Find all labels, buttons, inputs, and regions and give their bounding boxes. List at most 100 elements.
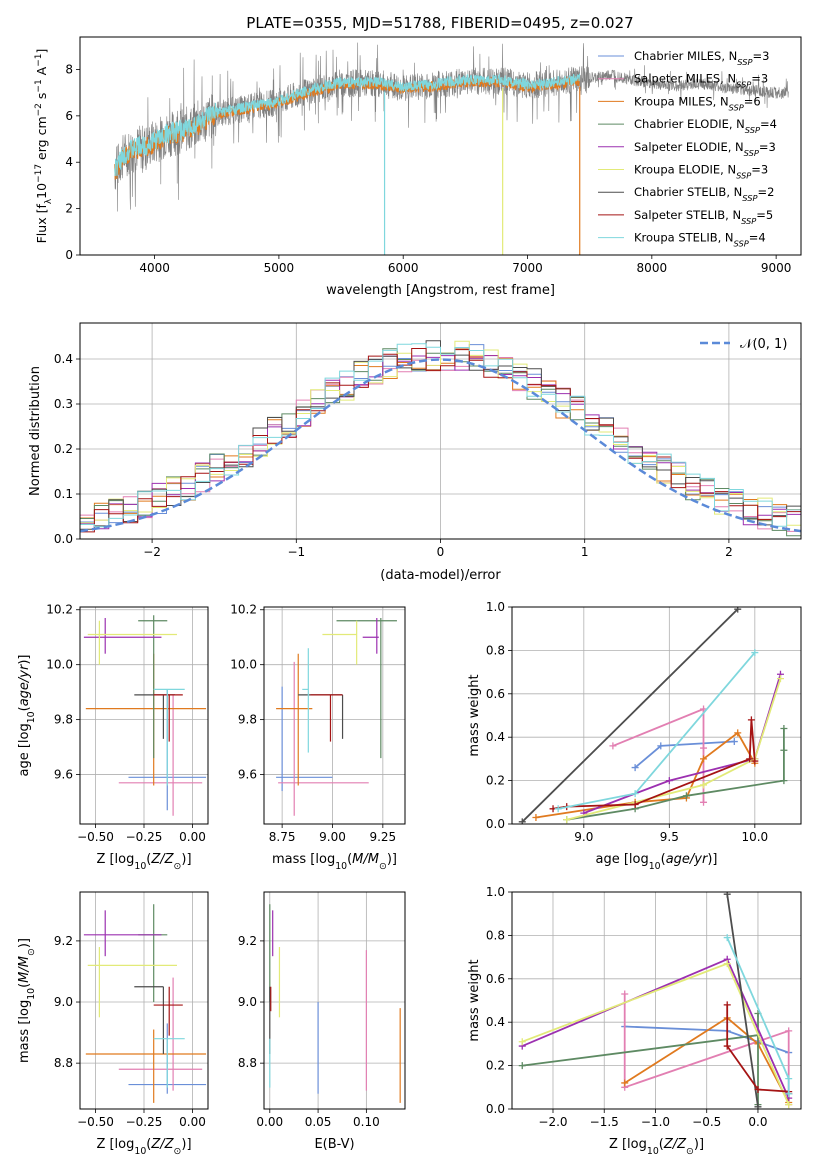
marker-kroupa_miles [700, 755, 708, 763]
plot-layer: 4000 5000 6000 7000 8000 9000 0 2 4 6 8 Chabrier MI… [17, 36, 802, 1157]
y-tick-label: 0.1 [54, 487, 73, 501]
marker-chabrier_miles [730, 738, 738, 746]
y-tick-label: 0.0 [54, 532, 73, 546]
plot-area [114, 42, 789, 255]
y-tick-label: 8.8 [54, 1056, 73, 1070]
x-tick-label: 0.00 [179, 1115, 206, 1129]
x-tick-label: −0.5 [692, 1115, 721, 1129]
y-tick-label: 1.0 [486, 600, 505, 614]
x-tick-label: 0.05 [305, 1115, 332, 1129]
marker-salpeter_stelib [754, 1085, 762, 1093]
x-tick-label: 9.5 [660, 830, 679, 844]
y-tick-label: 0.4 [486, 1015, 505, 1029]
plot-area [83, 615, 207, 816]
mass_weight_vs_age-xlabel: age [log10(age/yr)] [595, 852, 717, 872]
legend-entry-chabrier_elodie: Chabrier ELODIE, NSSP=4 [634, 117, 777, 135]
marker-kroupa_elodie [518, 1038, 526, 1046]
axes-frame [79, 322, 802, 540]
legend-entry-kroupa_stelib: Kroupa STELIB, NSSP=4 [634, 231, 766, 249]
x-tick-label: 7000 [512, 261, 543, 275]
mass_vs_ebv-xlabel: E(B-V) [314, 1137, 354, 1152]
mass_weight_vs_age-panel: 9.0 9.5 10.0 0.0 0.2 0.4 0.6 0.8 1.0 age [log10(a… [467, 600, 802, 872]
y-tick-label: 0.3 [54, 397, 73, 411]
marker-salpeter_stelib [751, 757, 759, 765]
axes-frame [79, 36, 802, 256]
mass_vs_ebv-panel: 0.00 0.05 0.10 8.8 9.0 9.2 E(B-V) [238, 891, 406, 1152]
y-tick-label: 8 [65, 62, 73, 76]
spectrum-xlabel: wavelength [Angstrom, rest frame] [326, 283, 555, 298]
y-tick-label: 9.8 [54, 713, 73, 727]
y-tick-label: 0.2 [486, 774, 505, 788]
y-tick-label: 0.0 [486, 1102, 505, 1116]
x-tick-label: −1.0 [641, 1115, 670, 1129]
marker-kroupa_stelib [554, 805, 562, 813]
y-tick-label: 9.0 [54, 995, 73, 1009]
age_vs_Z-xlabel: Z [log10(Z/Z⊙)] [96, 852, 191, 872]
y-tick-label: 0.6 [486, 972, 505, 986]
spectrum-panel: 4000 5000 6000 7000 8000 9000 0 2 4 6 8 Chabrier MI… [34, 36, 802, 298]
marker-salpeter_stelib [723, 1001, 731, 1009]
legend-entry-chabrier_miles: Chabrier MILES, NSSP=3 [634, 49, 769, 67]
mass_vs_Z-ylabel: mass [log10(M/M⊙)] [17, 938, 37, 1063]
x-tick-label: 4000 [139, 261, 170, 275]
marker-kroupa_stelib [631, 790, 639, 798]
marker-salpeter_stelib [747, 716, 755, 724]
histogram-kroupa_stelib [80, 343, 801, 528]
marker-kroupa_elodie [776, 675, 784, 683]
histogram-salpeter_stelib [80, 348, 801, 533]
y-tick-label: 8.8 [238, 1056, 257, 1070]
spectrum-legend: Chabrier MILES, NSSP=3 Salpeter MILES, NS… [598, 49, 777, 249]
marker-kroupa_elodie [723, 960, 731, 968]
marker-kroupa_stelib [751, 649, 759, 657]
plot-area [518, 607, 788, 824]
y-tick-label: 9.6 [54, 768, 73, 782]
age_vs_mass-panel: 8.75 9.00 9.25 9.6 9.8 10.0 10.2 mass [log10(M/… [230, 603, 406, 872]
mass_weight_vs_Z-ylabel: mass weight [467, 959, 482, 1041]
legend-entry-chabrier_stelib: Chabrier STELIB, NSSP=2 [634, 185, 774, 203]
normal-curve [80, 358, 801, 533]
marker-chabrier_elodie [518, 1062, 526, 1070]
line-chabrier_stelib [726, 894, 759, 1107]
line-chabrier_elodie [522, 1013, 759, 1105]
x-tick-label: 9.25 [369, 830, 396, 844]
mass_weight_vs_Z-panel: −2.0 −1.5 −1.0 −0.5 0.0 0.0 0.2 0.4 0.6 0.8 1.0 Z [… [467, 885, 802, 1157]
marker-chabrier_elodie [682, 792, 690, 800]
marker-salpeter_stelib [631, 800, 639, 808]
x-tick-label: −2.0 [538, 1115, 567, 1129]
line-salpeter_stelib [552, 719, 756, 810]
x-tick-label: 1 [581, 545, 589, 559]
legend-entry-salpeter_stelib: Salpeter STELIB, NSSP=5 [634, 208, 773, 226]
legend-entry-kroupa_miles: Kroupa MILES, NSSP=6 [634, 94, 761, 112]
marker-kroupa_miles [621, 1079, 629, 1087]
x-tick-label: 9.00 [319, 830, 346, 844]
x-tick-label: −0.50 [77, 1115, 114, 1129]
legend-entry-kroupa_elodie: Kroupa ELODIE, NSSP=3 [634, 163, 768, 181]
x-tick-label: −0.50 [77, 830, 114, 844]
marker-salpeter_stelib [746, 755, 754, 763]
line-salpeter_miles [623, 994, 790, 1105]
residual_histogram-panel: −2 −1 0 1 2 0.0 0.1 0.2 0.3 0.4 𝒩(0, 1) (data-model… [28, 322, 802, 583]
plot-area [83, 904, 207, 1103]
plot-area [518, 892, 793, 1109]
y-tick-label: 0.2 [486, 1059, 505, 1073]
y-tick-label: 9.8 [238, 713, 257, 727]
age_vs_Z-panel: −0.50 −0.25 0.00 9.6 9.8 10.0 10.2 Z [log10(Z/Z… [17, 603, 209, 872]
marker-chabrier_stelib [723, 892, 731, 898]
line-chabrier_elodie [566, 728, 785, 821]
marker-salpeter_elodie [665, 777, 673, 785]
x-tick-label: 0.0 [748, 1115, 767, 1129]
legend-entry-salpeter_elodie: Salpeter ELODIE, NSSP=3 [634, 140, 776, 158]
y-tick-label: 2 [65, 202, 73, 216]
x-tick-label: −0.25 [126, 1115, 163, 1129]
marker-kroupa_miles [532, 813, 540, 821]
observed-spectrum [114, 42, 789, 212]
mass_weight_vs_age-ylabel: mass weight [467, 674, 482, 756]
y-tick-label: 9.6 [238, 768, 257, 782]
plot-area [80, 340, 801, 537]
y-tick-label: 4 [65, 155, 73, 169]
marker-salpeter_miles [700, 798, 708, 806]
axes-frame [263, 606, 406, 825]
marker-kroupa_stelib [785, 1090, 793, 1098]
line-kroupa_miles [624, 1016, 790, 1103]
marker-salpeter_miles [700, 744, 708, 752]
